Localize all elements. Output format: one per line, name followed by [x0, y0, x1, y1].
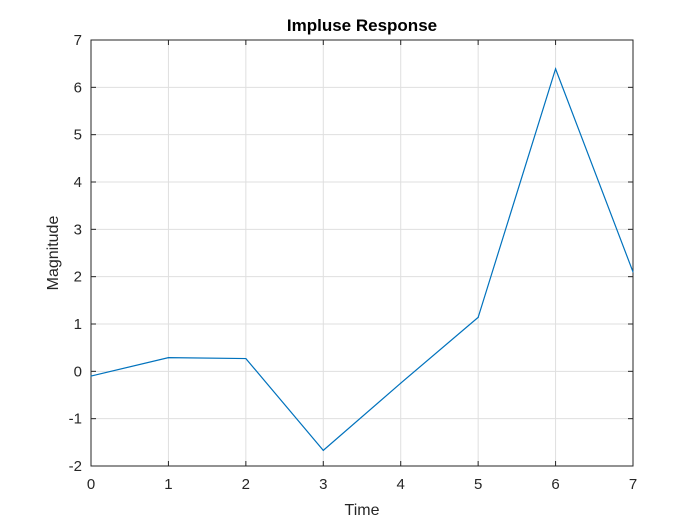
- axes-frame: [90, 39, 634, 467]
- x-tick-label: 5: [474, 476, 482, 493]
- x-tick-label: 4: [397, 476, 405, 493]
- data-point: [167, 357, 170, 359]
- y-tick-label: 5: [74, 127, 82, 144]
- x-axis-label: Time: [345, 502, 380, 519]
- y-tick-label: 2: [74, 269, 82, 286]
- data-point: [477, 316, 479, 318]
- series-layer: [90, 67, 634, 452]
- y-tick-label: -1: [69, 411, 82, 428]
- plot-area: [90, 39, 634, 467]
- x-tick-label: 2: [242, 476, 250, 493]
- chart-title: Impluse Response: [287, 16, 437, 35]
- y-tick-label: 1: [74, 316, 82, 333]
- y-tick-label: 0: [74, 363, 82, 380]
- data-point: [400, 382, 402, 384]
- axis-ticks: [90, 39, 634, 467]
- x-tick-label: 1: [164, 476, 172, 493]
- data-point: [322, 449, 324, 451]
- data-point: [245, 357, 247, 360]
- y-tick-label: 6: [74, 79, 82, 96]
- x-tick-label: 6: [551, 476, 559, 493]
- x-tick-label: 7: [629, 476, 637, 493]
- y-tick-label: 3: [74, 221, 82, 238]
- x-tick-label: 3: [319, 476, 327, 493]
- series-line: [90, 67, 634, 452]
- data-point: [554, 68, 557, 70]
- y-axis-label: Magnitude: [45, 216, 62, 291]
- data-point: [90, 375, 92, 377]
- y-tick-label: 7: [74, 32, 82, 49]
- x-tick-label: 0: [87, 476, 95, 493]
- y-tick-label: 4: [74, 174, 82, 191]
- data-point: [632, 271, 634, 273]
- y-tick-label: -2: [69, 458, 82, 475]
